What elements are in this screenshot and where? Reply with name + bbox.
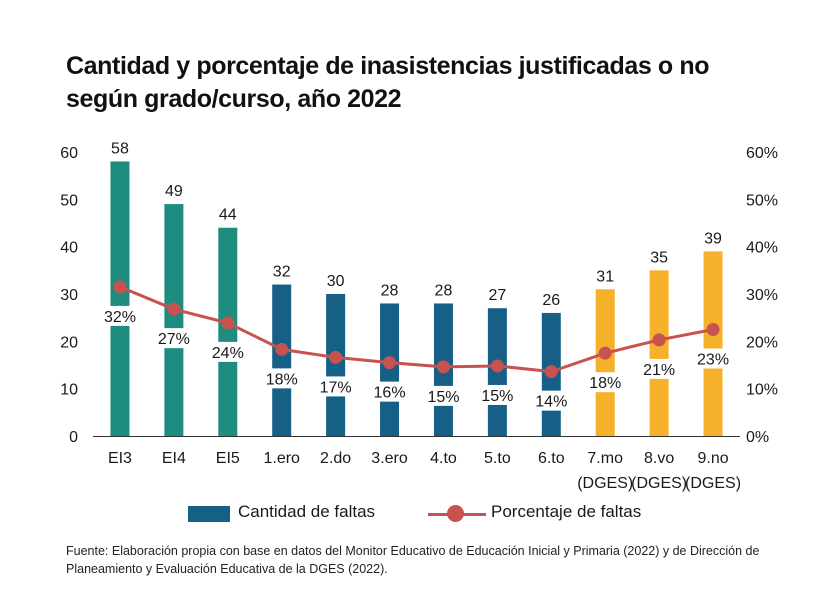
line-label-background (212, 341, 244, 362)
bar-value-label: 32 (273, 264, 291, 281)
bar-value-label: 58 (111, 140, 129, 157)
line-value-label: 18% (266, 371, 298, 388)
bar (326, 294, 346, 436)
y-right-tick-label: 60% (746, 145, 778, 162)
bar (218, 227, 238, 436)
line-point (329, 350, 343, 364)
bar-value-label: 28 (435, 282, 453, 299)
bar (595, 289, 615, 436)
line-value-label: 15% (481, 388, 513, 405)
line-label-background (158, 328, 190, 349)
y-left-tick-label: 0 (69, 429, 78, 446)
line-point (436, 360, 450, 374)
line-label-background (374, 381, 406, 402)
chart-title: Cantidad y porcentaje de inasistencias j… (66, 52, 710, 113)
source-note: Fuente: Elaboración propia con base en d… (66, 544, 760, 576)
y-left-tick-label: 20 (60, 334, 78, 351)
line-label-background (697, 348, 729, 369)
x-tick-label: 3.ero (371, 450, 408, 467)
line-point (275, 342, 289, 356)
line-point (490, 359, 504, 373)
legend-bar-label: Cantidad de faltas (238, 502, 376, 521)
x-tick-label: EI5 (216, 450, 240, 467)
x-tick-label: 6.to (538, 450, 565, 467)
line-label-background (535, 390, 567, 411)
line-value-label: 15% (427, 389, 459, 406)
bar-value-label: 26 (542, 292, 560, 309)
y-left-tick-label: 40 (60, 240, 78, 257)
line-value-label: 27% (158, 331, 190, 348)
bar-value-label: 49 (165, 183, 183, 200)
legend-bar-swatch (188, 506, 230, 522)
legend-line-label: Porcentaje de faltas (491, 502, 642, 521)
line-point (383, 356, 397, 370)
y-left-tick-label: 60 (60, 145, 78, 162)
x-tick-label: EI3 (108, 450, 132, 467)
x-tick-label: 8.vo (644, 450, 674, 467)
y-left-tick-label: 30 (60, 287, 78, 304)
line-value-label: 14% (535, 394, 567, 411)
x-tick-label: (DGES) (685, 475, 741, 492)
line-value-label: 21% (643, 362, 675, 379)
chart-plot: 0 10 20 30 40 50 60 0% 10% 20% 30% 40% 50% 60% 58 49 44 3… (60, 140, 778, 492)
line-point (598, 346, 612, 360)
bar-value-label: 35 (650, 249, 668, 266)
line-value-label: 16% (374, 385, 406, 402)
x-tick-label: 4.to (430, 450, 457, 467)
line-label-background (589, 372, 621, 393)
y-left-tick-label: 50 (60, 192, 78, 209)
x-tick-label: 1.ero (263, 450, 300, 467)
y-right-tick-label: 30% (746, 287, 778, 304)
line-label-background (481, 384, 513, 405)
bar (272, 284, 292, 436)
y-right-tick-label: 40% (746, 240, 778, 257)
line-value-label: 23% (697, 352, 729, 369)
line-point (706, 323, 720, 336)
y-right-tick-label: 10% (746, 382, 778, 399)
y-right-tick-label: 50% (746, 192, 778, 209)
x-tick-label: 9.no (697, 450, 728, 467)
line-value-label: 32% (104, 309, 136, 326)
bar-value-label: 27 (488, 287, 506, 304)
line-label-background (427, 385, 459, 406)
bar (164, 204, 184, 436)
line-point (221, 316, 235, 330)
x-tick-label: EI4 (162, 450, 186, 467)
x-tick-label: 2.do (320, 450, 351, 467)
bar-value-label: 28 (381, 282, 399, 299)
bar-value-label: 30 (327, 273, 345, 290)
x-tick-label: (DGES) (577, 475, 633, 492)
line-label-background (320, 376, 352, 397)
line-value-label: 17% (320, 379, 352, 396)
bar-value-label: 39 (704, 230, 722, 247)
line-label-background (104, 305, 136, 326)
bar (110, 161, 130, 436)
y-right-tick-label: 0% (746, 429, 769, 446)
line-point (544, 365, 558, 379)
line-value-label: 24% (212, 345, 244, 362)
bar (649, 270, 669, 436)
bar-value-label: 31 (596, 268, 614, 285)
line-value-label: 18% (589, 375, 621, 392)
y-right-tick-label: 20% (746, 334, 778, 351)
line-point (652, 333, 666, 347)
line-label-background (643, 358, 675, 379)
x-tick-label: 7.mo (587, 450, 623, 467)
x-tick-label: (DGES) (631, 475, 687, 492)
series-line-percentage (119, 285, 714, 374)
line-label-background (266, 368, 298, 389)
bar (703, 251, 723, 436)
x-tick-label: 5.to (484, 450, 511, 467)
line-point (113, 280, 127, 294)
bar (380, 303, 400, 436)
line-point (167, 302, 181, 316)
y-left-tick-label: 10 (60, 382, 78, 399)
bar-value-label: 44 (219, 207, 237, 224)
legend-line-marker (447, 505, 464, 522)
